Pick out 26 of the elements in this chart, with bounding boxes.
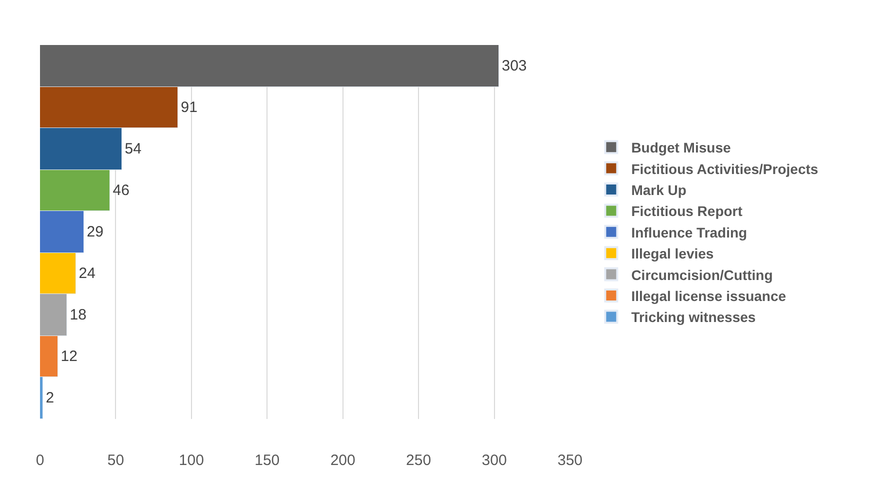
- x-tick-label: 200: [330, 452, 356, 469]
- data-label: 2: [46, 389, 54, 406]
- legend-label: Budget Misuse: [631, 140, 731, 156]
- x-tick-label: 300: [482, 452, 507, 469]
- data-label: 54: [124, 140, 142, 158]
- legend-label: Mark Up: [631, 182, 686, 198]
- legend-label: Tricking witnesses: [631, 309, 756, 326]
- x-tick-label: 0: [36, 452, 44, 469]
- x-tick-label: 250: [406, 452, 432, 469]
- data-label: 29: [86, 223, 104, 240]
- data-label: 18: [70, 306, 86, 324]
- x-tick-label: 350: [557, 452, 583, 469]
- legend-label: Illegal license issuance: [631, 288, 786, 304]
- legend-label: Illegal levies: [631, 246, 714, 262]
- x-tick-label: 150: [254, 452, 280, 469]
- x-tick-label: 50: [107, 452, 124, 469]
- legend-label: Circumcision/Cutting: [631, 266, 773, 283]
- x-tick-label: 100: [178, 452, 204, 469]
- data-label: 303: [502, 57, 527, 74]
- data-label: 24: [78, 264, 96, 282]
- legend-label: Fictitious Report: [631, 203, 743, 220]
- legend-label: Influence Trading: [631, 224, 748, 240]
- legend-label: Fictitious Activities/Projects: [631, 160, 818, 177]
- data-label: 91: [180, 98, 198, 116]
- data-label: 12: [60, 348, 78, 365]
- data-label: 46: [112, 182, 130, 199]
